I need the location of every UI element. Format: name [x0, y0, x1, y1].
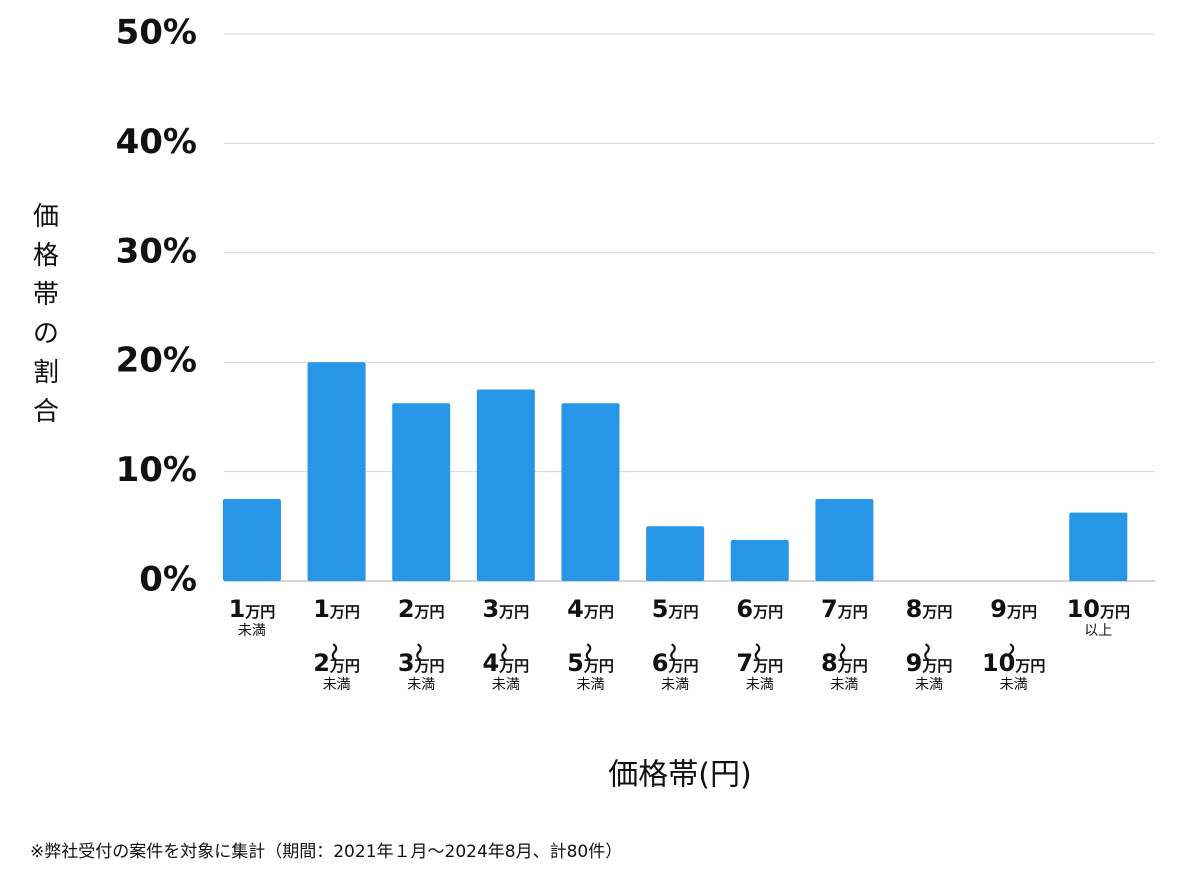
x-tick-label: 1万円〜2万円未満	[313, 595, 360, 693]
x-tick-label: 1万円未満	[229, 595, 276, 639]
x-tick-label: 7万円〜8万円未満	[821, 595, 868, 693]
x-tick-label: 3万円〜4万円未満	[482, 595, 529, 693]
bar	[476, 389, 535, 581]
bar	[392, 403, 451, 581]
y-tick-label: 50%	[116, 13, 197, 53]
x-tick-label: 4万円〜5万円未満	[567, 595, 614, 693]
y-tick-label: 30%	[116, 231, 197, 271]
x-tick-label: 2万円〜3万円未満	[398, 595, 445, 693]
y-axis-title: 価格帯の割合	[33, 202, 59, 427]
bar	[730, 539, 789, 581]
bar	[222, 498, 281, 581]
footnote: ※弊社受付の案件を対象に集計（期間：2021年１月〜2024年8月、計80件）	[30, 842, 622, 862]
y-tick-label: 40%	[116, 122, 197, 162]
x-tick-label: 6万円〜7万円未満	[736, 595, 783, 693]
y-tick-label: 20%	[116, 341, 197, 381]
x-tick-label: 5万円〜6万円未満	[652, 595, 699, 693]
x-tick-label: 8万円〜9万円未満	[906, 595, 953, 693]
bar	[815, 498, 874, 581]
y-tick-label: 0%	[139, 560, 197, 600]
bar	[307, 362, 366, 581]
bar	[646, 526, 705, 581]
bar	[1069, 512, 1128, 581]
x-axis-title: 価格帯(円)	[608, 758, 751, 793]
x-tick-label: 9万円〜10万円未満	[982, 595, 1045, 693]
x-tick-label: 10万円以上	[1067, 595, 1130, 639]
y-tick-label: 10%	[116, 450, 197, 490]
bar	[561, 403, 620, 581]
